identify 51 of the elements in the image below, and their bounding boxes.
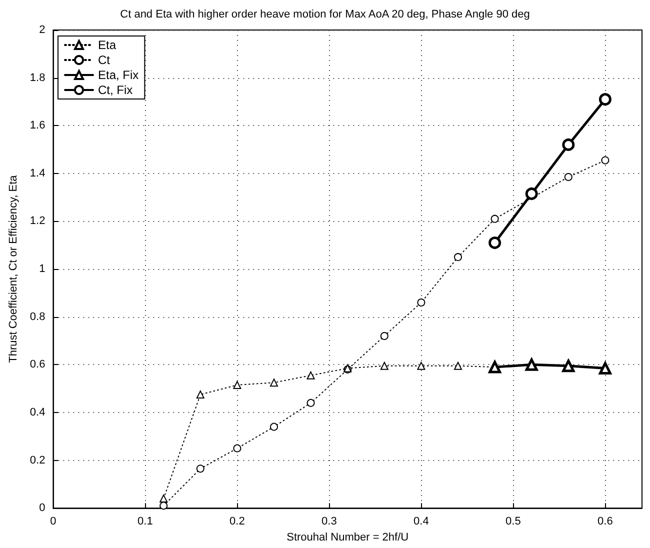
legend-label: Eta: [98, 38, 116, 52]
point: [601, 156, 610, 164]
x-tick-label: 0: [50, 516, 56, 528]
legend-label: Ct: [98, 53, 111, 67]
point: [417, 298, 426, 307]
x-tick-label: 0.5: [506, 516, 521, 528]
point: [490, 214, 499, 223]
point: [525, 358, 538, 371]
x-tick-label: 0.3: [322, 516, 337, 528]
point: [598, 362, 612, 375]
y-axis-title: Thrust Coefficient, Ct or Efficiency, Eta: [8, 174, 20, 363]
point: [417, 362, 426, 370]
point: [306, 398, 315, 407]
chart-title: Ct and Eta with higher order heave motion for Max AoA 20 deg, Phase Angle 90 deg: [120, 8, 530, 20]
x-tick-label: 0.1: [138, 516, 153, 528]
point: [160, 494, 168, 503]
point: [562, 138, 575, 151]
point: [270, 422, 278, 431]
point: [380, 332, 388, 340]
point: [306, 371, 315, 380]
y-tick-label: 1.2: [30, 215, 46, 228]
point: [454, 253, 462, 262]
legend-label: Ct, Fix: [98, 83, 133, 97]
point: [196, 464, 204, 473]
point: [196, 390, 204, 399]
point: [233, 444, 242, 452]
y-tick-label: 0: [39, 502, 46, 514]
point: [233, 380, 242, 389]
legend-label: Eta, Fix: [98, 68, 139, 82]
y-tick-label: 0.6: [30, 358, 46, 371]
point: [562, 360, 575, 372]
point: [454, 362, 462, 370]
y-tick-label: 2: [39, 24, 46, 36]
y-tick-label: 0.8: [30, 310, 46, 323]
point: [488, 236, 502, 249]
point: [380, 362, 388, 370]
y-tick-label: 1.8: [30, 72, 46, 84]
point: [598, 93, 612, 106]
point: [160, 502, 168, 510]
y-tick-label: 0.2: [30, 454, 46, 466]
y-tick-label: 1: [39, 263, 46, 276]
point: [270, 378, 278, 387]
y-tick-label: 1.4: [30, 167, 46, 180]
x-tick-label: 0.4: [414, 516, 429, 528]
y-tick-label: 1.6: [30, 120, 46, 132]
x-tick-label: 0.6: [598, 516, 613, 528]
y-tick-label: 0.4: [30, 406, 46, 418]
x-axis-title: Strouhal Number = 2hf/U: [286, 532, 409, 544]
x-tick-label: 0.2: [230, 516, 245, 528]
point: [564, 173, 572, 182]
point: [525, 188, 538, 200]
